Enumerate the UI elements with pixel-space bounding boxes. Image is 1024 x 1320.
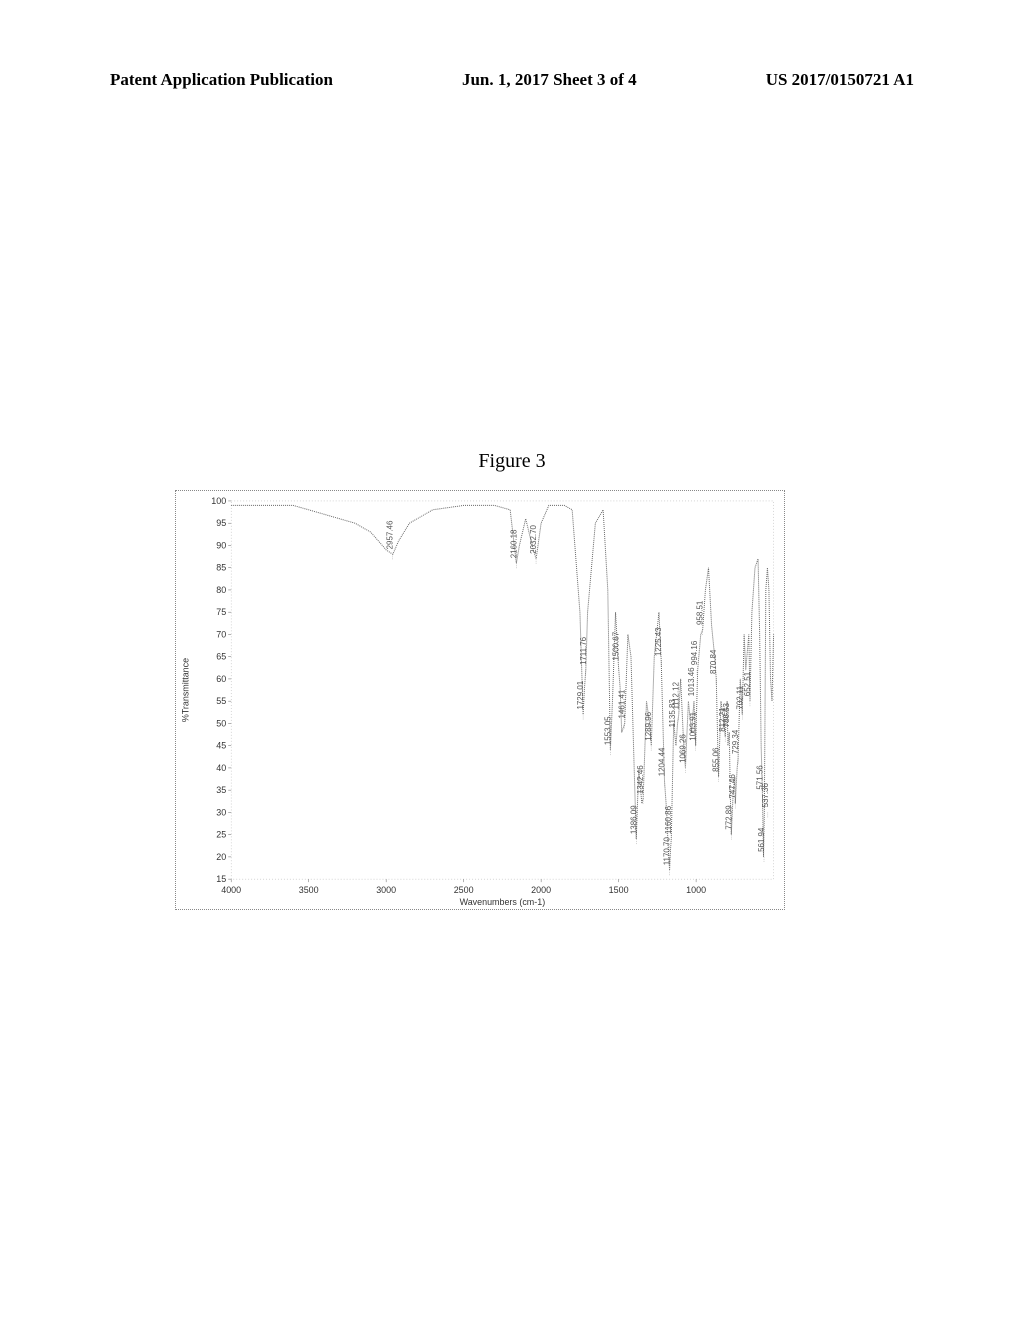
svg-text:1711.76: 1711.76: [579, 636, 588, 665]
svg-text:15: 15: [216, 874, 226, 884]
svg-text:90: 90: [216, 540, 226, 550]
svg-text:2160.18: 2160.18: [509, 529, 518, 558]
svg-text:25: 25: [216, 830, 226, 840]
svg-text:772.89: 772.89: [724, 805, 733, 830]
svg-text:95: 95: [216, 518, 226, 528]
svg-text:561.94: 561.94: [757, 827, 766, 852]
svg-text:40: 40: [216, 763, 226, 773]
svg-text:2000: 2000: [531, 885, 551, 895]
svg-text:1553.05: 1553.05: [603, 716, 612, 745]
svg-text:870.84: 870.84: [709, 649, 718, 674]
header-center: Jun. 1, 2017 Sheet 3 of 4: [462, 70, 637, 90]
svg-text:55: 55: [216, 696, 226, 706]
svg-text:60: 60: [216, 674, 226, 684]
header-right: US 2017/0150721 A1: [766, 70, 914, 90]
svg-text:2957.46: 2957.46: [386, 520, 395, 549]
svg-text:3000: 3000: [376, 885, 396, 895]
svg-text:855.06: 855.06: [712, 747, 721, 772]
svg-text:1160.86: 1160.86: [664, 805, 673, 834]
svg-text:%Transmittance: %Transmittance: [180, 658, 190, 722]
svg-text:3500: 3500: [299, 885, 319, 895]
svg-text:747.46: 747.46: [728, 774, 737, 799]
svg-text:1342.46: 1342.46: [636, 765, 645, 794]
svg-text:75: 75: [216, 607, 226, 617]
svg-text:1170.70: 1170.70: [663, 837, 672, 866]
svg-text:1289.96: 1289.96: [644, 711, 653, 740]
svg-text:652.51: 652.51: [743, 671, 752, 696]
svg-text:Wavenumbers (cm-1): Wavenumbers (cm-1): [460, 897, 546, 907]
svg-text:80: 80: [216, 585, 226, 595]
svg-text:35: 35: [216, 785, 226, 795]
header-left: Patent Application Publication: [110, 70, 333, 90]
figure-title: Figure 3: [0, 450, 1024, 473]
svg-text:50: 50: [216, 718, 226, 728]
svg-text:1225.43: 1225.43: [654, 627, 663, 656]
svg-text:1013.46: 1013.46: [687, 667, 696, 696]
svg-text:729.34: 729.34: [731, 729, 740, 754]
page-header: Patent Application Publication Jun. 1, 2…: [0, 70, 1024, 90]
svg-text:45: 45: [216, 741, 226, 751]
svg-text:4000: 4000: [221, 885, 241, 895]
svg-text:70: 70: [216, 629, 226, 639]
svg-text:1003.91: 1003.91: [689, 711, 698, 740]
svg-text:1069.26: 1069.26: [678, 734, 687, 763]
svg-text:958.51: 958.51: [696, 600, 705, 625]
svg-text:1729.01: 1729.01: [576, 680, 585, 709]
svg-text:100: 100: [211, 496, 226, 506]
svg-text:537.36: 537.36: [761, 783, 770, 808]
spectrum-svg: 15 20 25 30 35 40 45 50 55 60 65 70 75 80 85 90 95 100 400…: [176, 491, 784, 909]
svg-text:1461.41: 1461.41: [618, 689, 627, 718]
svg-text:1000: 1000: [686, 885, 706, 895]
svg-text:786.53: 786.53: [722, 702, 731, 727]
svg-text:1386.09: 1386.09: [629, 805, 638, 834]
svg-text:1500.67: 1500.67: [612, 631, 621, 660]
svg-text:2500: 2500: [454, 885, 474, 895]
svg-text:30: 30: [216, 807, 226, 817]
svg-text:1112.12: 1112.12: [672, 681, 681, 709]
svg-text:85: 85: [216, 563, 226, 573]
svg-text:1500: 1500: [609, 885, 629, 895]
svg-text:65: 65: [216, 652, 226, 662]
ir-spectrum-chart: 15 20 25 30 35 40 45 50 55 60 65 70 75 80 85 90 95 100 400…: [175, 490, 785, 910]
svg-text:1204.44: 1204.44: [657, 747, 666, 776]
svg-text:2032.70: 2032.70: [529, 524, 538, 553]
svg-text:20: 20: [216, 852, 226, 862]
svg-text:994.16: 994.16: [690, 640, 699, 665]
